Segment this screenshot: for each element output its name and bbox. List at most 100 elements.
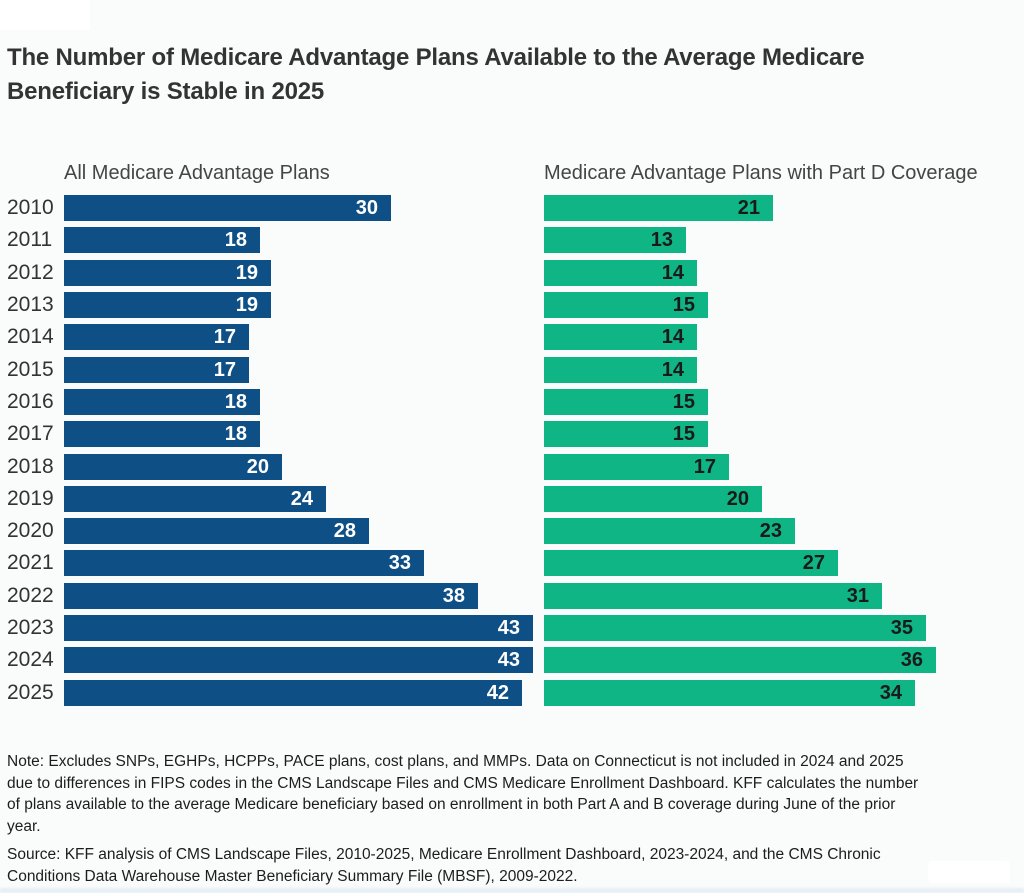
bar-all-plans: 38: [64, 582, 478, 609]
bar-value-label: 14: [661, 261, 684, 284]
bar-part-d-plans: 15: [544, 421, 708, 448]
year-label: 2015: [7, 357, 54, 381]
year-label: 2016: [7, 389, 54, 413]
bar-all-plans: 43: [64, 647, 533, 674]
bar-value-label: 36: [900, 649, 923, 672]
chart-row: 2013 19 15: [7, 289, 978, 321]
chart-row: 2020 28 23: [7, 515, 978, 547]
year-label: 2018: [7, 454, 54, 478]
bar-part-d-plans: 13: [544, 227, 686, 254]
bar-value-label: 38: [442, 584, 465, 607]
bar-value-label: 17: [693, 455, 716, 478]
bar-value-label: 15: [672, 390, 695, 413]
year-label: 2017: [7, 422, 54, 446]
all-plans-cell: 28: [64, 518, 544, 545]
bar-value-label: 19: [235, 261, 258, 284]
bar-value-label: 20: [726, 487, 749, 510]
chart-title: The Number of Medicare Advantage Plans A…: [7, 44, 865, 105]
part-d-plans-cell: 17: [544, 453, 978, 480]
dual-bar-chart: All Medicare Advantage Plans Medicare Ad…: [7, 161, 978, 709]
bottom-page-edge-strip: [0, 888, 1024, 893]
chart-row: 2011 18 13: [7, 224, 978, 256]
all-plans-cell: 19: [64, 259, 544, 286]
part-d-plans-cell: 14: [544, 259, 978, 286]
part-d-plans-cell: 15: [544, 421, 978, 448]
bar-value-label: 23: [759, 520, 782, 543]
all-plans-cell: 17: [64, 324, 544, 351]
header-spacer: [7, 161, 64, 185]
bar-value-label: 19: [235, 294, 258, 317]
part-d-plans-cell: 15: [544, 292, 978, 319]
bar-part-d-plans: 31: [544, 582, 882, 609]
bar-value-label: 28: [333, 520, 356, 543]
right-series-header: Medicare Advantage Plans with Part D Cov…: [544, 162, 978, 184]
all-plans-cell: 43: [64, 615, 544, 641]
all-plans-cell: 30: [64, 195, 544, 222]
chart-row: 2021 33 27: [7, 547, 978, 579]
bar-value-label: 20: [246, 455, 269, 478]
chart-row: 2022 38 31: [7, 580, 978, 612]
all-plans-cell: 24: [64, 485, 544, 512]
chart-row: 2015 17 14: [7, 353, 978, 385]
bar-all-plans: 28: [64, 518, 369, 545]
top-left-white-box: [0, 0, 90, 30]
left-series-header: All Medicare Advantage Plans: [64, 162, 330, 184]
bar-value-label: 14: [661, 326, 684, 349]
column-headers: All Medicare Advantage Plans Medicare Ad…: [7, 161, 978, 185]
bar-all-plans: 18: [64, 421, 260, 448]
part-d-plans-cell: 31: [544, 582, 978, 609]
bar-value-label: 34: [879, 681, 902, 704]
part-d-plans-cell: 21: [544, 195, 978, 222]
chart-row: 2023 43 35: [7, 612, 978, 644]
bar-value-label: 43: [497, 617, 520, 639]
bar-part-d-plans: 14: [544, 259, 697, 286]
all-plans-cell: 18: [64, 227, 544, 254]
chart-row: 2019 24 20: [7, 483, 978, 515]
bar-all-plans: 19: [64, 259, 271, 286]
part-d-plans-cell: 14: [544, 356, 978, 383]
bar-part-d-plans: 23: [544, 518, 795, 545]
bar-value-label: 24: [290, 487, 313, 510]
bar-value-label: 15: [672, 423, 695, 446]
bar-value-label: 17: [213, 326, 236, 349]
bar-part-d-plans: 21: [544, 195, 773, 222]
chart-row: 2017 18 15: [7, 418, 978, 450]
bar-value-label: 13: [650, 229, 673, 252]
year-label: 2012: [7, 260, 54, 284]
year-label: 2022: [7, 583, 54, 607]
bar-all-plans: 17: [64, 324, 249, 351]
year-label: 2013: [7, 293, 54, 317]
chart-row: 2014 17 14: [7, 321, 978, 353]
part-d-plans-cell: 35: [544, 615, 978, 641]
part-d-plans-cell: 36: [544, 647, 978, 674]
bar-value-label: 17: [213, 358, 236, 381]
part-d-plans-cell: 23: [544, 518, 978, 545]
bar-value-label: 33: [388, 552, 411, 575]
part-d-plans-cell: 15: [544, 388, 978, 415]
all-plans-cell: 18: [64, 421, 544, 448]
bar-all-plans: 42: [64, 679, 522, 706]
chart-row: 2025 42 34: [7, 676, 978, 708]
year-label: 2020: [7, 519, 54, 543]
bar-all-plans: 18: [64, 227, 260, 254]
year-label: 2025: [7, 680, 54, 704]
bar-value-label: 18: [224, 423, 247, 446]
all-plans-cell: 42: [64, 679, 544, 706]
year-label: 2024: [7, 648, 54, 672]
part-d-plans-cell: 27: [544, 550, 978, 577]
bar-value-label: 42: [486, 681, 509, 704]
all-plans-cell: 38: [64, 582, 544, 609]
part-d-plans-cell: 14: [544, 324, 978, 351]
chart-row: 2010 30 21: [7, 192, 978, 224]
chart-row: 2016 18 15: [7, 386, 978, 418]
bar-part-d-plans: 35: [544, 615, 926, 641]
bar-value-label: 35: [890, 617, 913, 639]
bar-all-plans: 17: [64, 356, 249, 383]
bar-all-plans: 43: [64, 615, 533, 641]
part-d-plans-cell: 34: [544, 679, 978, 706]
chart-note: Note: Excludes SNPs, EGHPs, HCPPs, PACE …: [7, 753, 919, 835]
chart-row: 2018 20 17: [7, 450, 978, 482]
part-d-plans-cell: 20: [544, 485, 978, 512]
bottom-right-white-box: [928, 861, 1010, 883]
bar-part-d-plans: 14: [544, 356, 697, 383]
